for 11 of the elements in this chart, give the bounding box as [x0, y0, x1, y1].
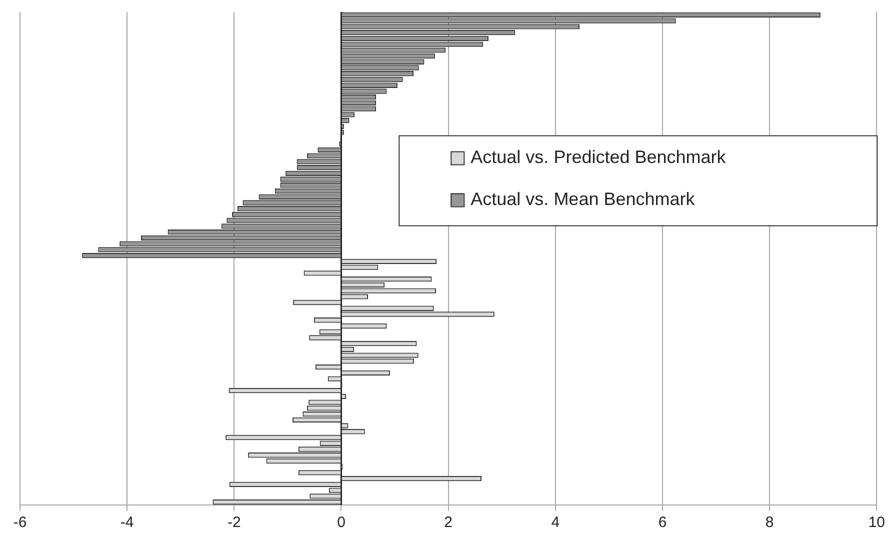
x-tick-label: 2	[444, 514, 452, 532]
x-tick-label: 4	[551, 514, 560, 532]
x-tick-label: -2	[227, 514, 241, 532]
legend-label: Actual vs. Predicted Benchmark	[470, 147, 727, 168]
x-tick-label: 6	[658, 514, 667, 532]
x-tick-label: -6	[13, 514, 27, 532]
x-tick-label: 10	[868, 514, 885, 532]
x-tick-label: 8	[765, 514, 774, 532]
x-tick-label: 0	[337, 514, 346, 532]
x-tick-label: -4	[120, 514, 134, 532]
legend-label: Actual vs. Mean Benchmark	[470, 189, 696, 210]
